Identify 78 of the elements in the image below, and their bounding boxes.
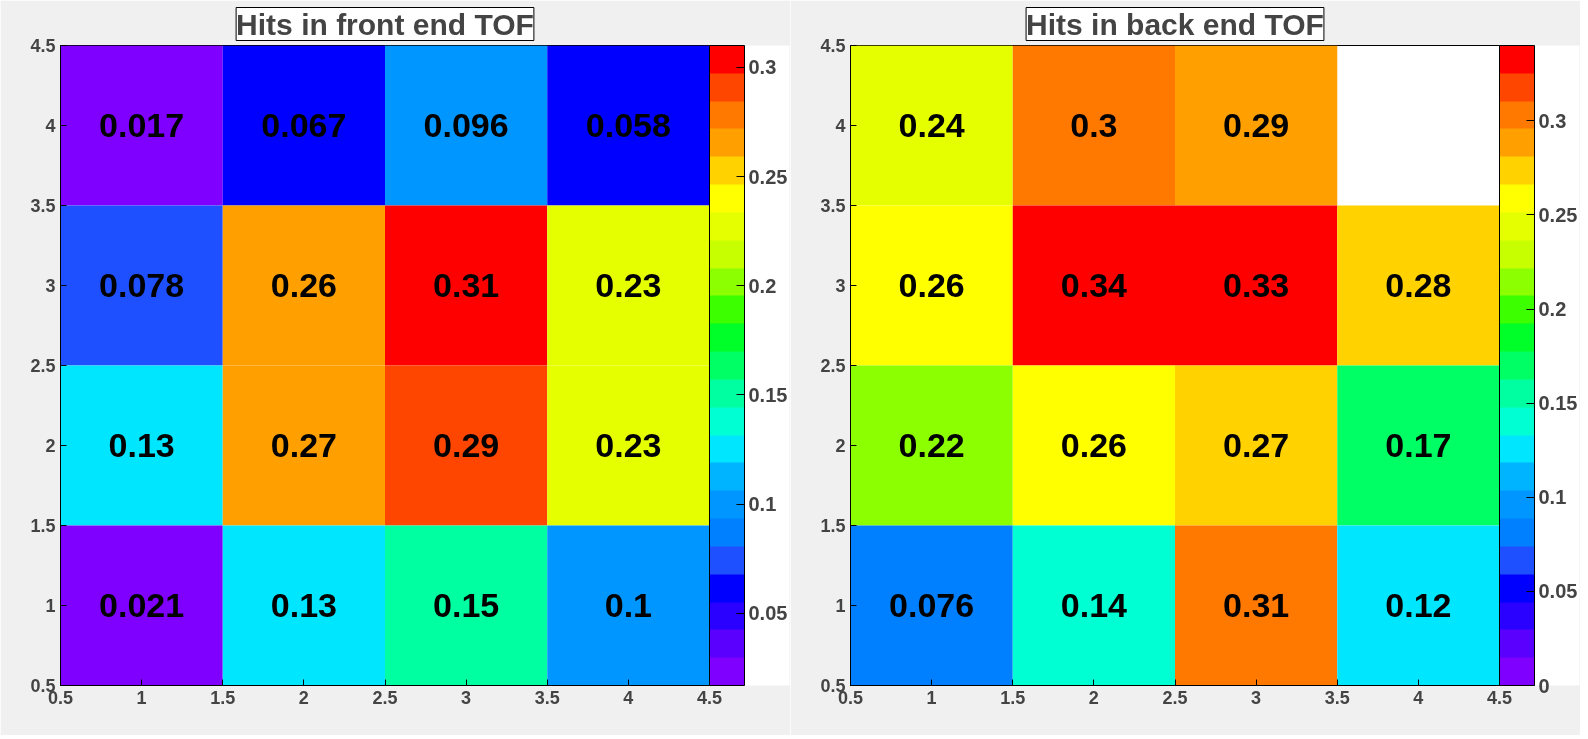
y-tick-label: 1.5 (30, 516, 56, 536)
color-bar-label: 0.2 (1538, 298, 1567, 321)
y-tick-label: 2.5 (30, 356, 56, 376)
data-label: 0.26 (898, 266, 965, 304)
x-tick-label: 4.5 (1486, 687, 1513, 708)
x-tick-label: 3.5 (534, 687, 560, 708)
x-tick-label: 1.5 (210, 687, 236, 708)
data-label: 0.27 (1223, 426, 1290, 464)
y-tick-label: 1 (835, 596, 846, 616)
data-label: 0.13 (270, 586, 337, 624)
x-tick-label: 1 (926, 687, 937, 708)
data-label: 0.017 (99, 106, 185, 144)
x-tick-label: 4.5 (696, 687, 723, 708)
color-bar-label: 0.15 (1538, 392, 1578, 415)
data-label: 0.17 (1385, 426, 1452, 464)
data-label: 0.23 (595, 426, 662, 464)
data-label: 0.15 (433, 586, 500, 624)
color-bar-label: 0.05 (748, 602, 788, 625)
data-label: 0.078 (99, 266, 185, 304)
y-tick-label: 3.5 (30, 196, 56, 216)
y-tick-label: 3 (835, 276, 846, 296)
x-tick-label: 2 (298, 687, 309, 708)
data-label: 0.24 (898, 106, 965, 144)
data-label: 0.26 (1060, 426, 1127, 464)
y-tick-label: 3 (45, 276, 56, 296)
color-bar-label: 0.05 (1538, 580, 1578, 603)
data-label: 0.31 (433, 266, 500, 304)
data-label: 0.3 (1070, 106, 1118, 144)
data-label: 0.31 (1223, 586, 1290, 624)
y-tick-label: 2 (45, 436, 56, 456)
data-label: 0.021 (99, 586, 185, 624)
color-bar-label: 0.1 (748, 493, 777, 516)
data-label: 0.076 (889, 586, 975, 624)
y-tick-label: 1.5 (820, 516, 846, 536)
y-tick-label: 4.5 (820, 36, 846, 56)
x-tick-label: 3 (1251, 687, 1262, 708)
data-label: 0.33 (1223, 266, 1290, 304)
data-label: 0.28 (1385, 266, 1452, 304)
data-label: 0.058 (585, 106, 671, 144)
data-label: 0.14 (1060, 586, 1128, 624)
x-tick-label: 3.5 (1324, 687, 1350, 708)
color-bar-label: 0.1 (1538, 486, 1567, 509)
data-label: 0.29 (433, 426, 500, 464)
data-label: 0.27 (270, 426, 337, 464)
x-tick-label: 3 (461, 687, 472, 708)
y-tick-label: 3.5 (820, 196, 846, 216)
x-tick-label: 2.5 (1162, 687, 1188, 708)
data-label: 0.22 (898, 426, 965, 464)
chart-title: Hits in front end TOF (236, 7, 534, 41)
data-label: 0.29 (1223, 106, 1290, 144)
color-bar-label: 0.15 (748, 383, 788, 406)
y-tick-label: 2.5 (820, 356, 846, 376)
color-bar-label: 0.2 (748, 274, 777, 297)
color-bar-label: 0.3 (748, 56, 777, 79)
data-label: 0.1 (604, 586, 653, 624)
data-label: 0.23 (595, 266, 662, 304)
x-tick-label: 2 (1088, 687, 1099, 708)
y-tick-label: 2 (835, 436, 846, 456)
data-label: 0.13 (108, 426, 175, 464)
y-tick-label: 1 (45, 596, 56, 616)
y-tick-label: 4 (835, 116, 846, 136)
color-bar-label: 0.3 (1538, 109, 1567, 132)
color-bar-label: 0.25 (748, 165, 788, 188)
data-label: 0.26 (270, 266, 337, 304)
x-tick-label: 4 (623, 687, 634, 708)
data-label: 0.34 (1060, 266, 1128, 304)
data-label: 0.12 (1385, 586, 1452, 624)
x-tick-label: 1.5 (1000, 687, 1026, 708)
y-tick-label: 4.5 (30, 36, 56, 56)
color-bar-label: 0 (1538, 674, 1550, 697)
data-label: 0.067 (261, 106, 347, 144)
color-bar-label: 0.25 (1538, 203, 1578, 226)
y-tick-label: 4 (45, 116, 56, 136)
x-tick-label: 1 (136, 687, 147, 708)
x-tick-label: 2.5 (372, 687, 398, 708)
x-tick-label: 4 (1413, 687, 1424, 708)
chart-title: Hits in back end TOF (1026, 7, 1324, 41)
data-label: 0.096 (423, 106, 509, 144)
